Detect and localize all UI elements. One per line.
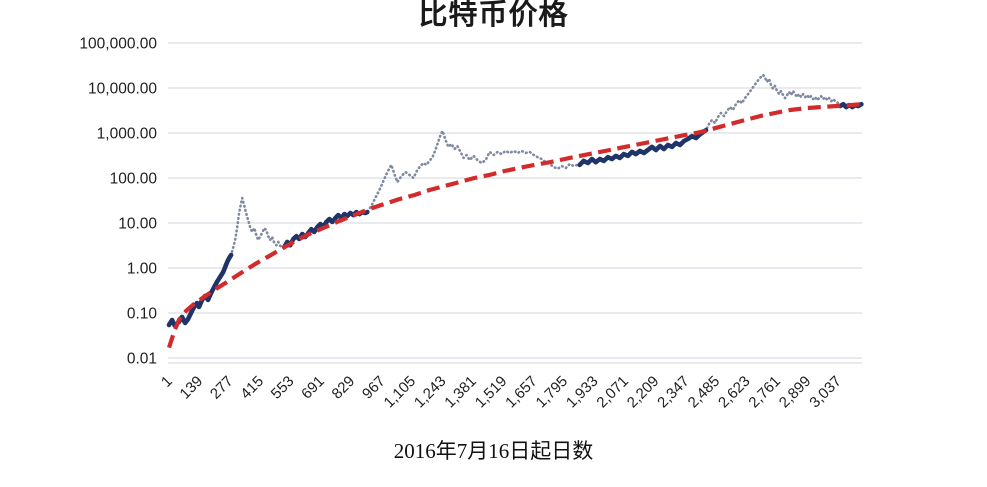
x-axis-label: 2,347 [654,373,693,412]
x-axis-label: 2,761 [745,373,784,412]
price-highlight-line [281,209,370,250]
x-axis-label: 3,037 [806,373,845,412]
x-axis-label: 1,105 [381,373,420,412]
price-dotted-line [167,73,863,328]
x-axis-label: 1 [158,373,176,391]
x-axis-label: 2,623 [715,373,754,412]
x-axis-label: 2,071 [593,373,632,412]
trend-dashed-line [167,102,862,349]
trend-dashed-series [167,102,862,349]
x-axis-label: 1,795 [533,373,572,412]
y-axis-labels: 100,000.00 10,000.00 1,000.00 100.00 10.00 1.… [79,36,157,368]
x-axis-title: 2016年7月16日起日数 [393,439,594,463]
y-axis-label: 100,000.00 [79,36,157,53]
x-axis-label: 1,381 [441,373,480,412]
x-axis-label: 1,933 [563,373,602,412]
price-highlight-line [577,127,709,168]
x-axis-label: 1,519 [472,373,511,412]
price-highlight-series [166,101,864,329]
legend-clipped [0,479,987,487]
x-axis-label: 1,243 [411,373,450,412]
x-axis-label: 829 [329,373,359,403]
x-axis-label: 277 [207,373,237,403]
y-axis-label: 0.10 [127,306,158,323]
y-axis-label: 10.00 [118,216,157,233]
x-axis-label: 2,485 [685,373,724,412]
y-axis-label: 1,000.00 [97,126,158,143]
gridlines [168,42,862,364]
x-axis-label: 1,657 [502,373,541,412]
x-axis-label: 691 [298,373,328,403]
y-axis-label: 1.00 [127,261,158,278]
price-highlight-line [166,252,234,329]
x-axis-label: 2,209 [624,373,663,412]
x-axis-label: 139 [177,373,207,403]
price-dotted-series [167,73,863,328]
chart-title: 比特币价格 [418,0,569,31]
y-axis-label: 0.01 [127,351,157,368]
x-axis-label: 2,899 [776,373,815,412]
x-axis-labels: 1 139 277 415 553 691 829 9671,1051,2431,3811,5… [158,373,845,412]
y-axis-label: 10,000.00 [88,81,157,98]
y-axis-label: 100.00 [110,171,158,188]
x-axis-label: 553 [268,373,298,403]
x-axis-label: 415 [237,373,267,403]
